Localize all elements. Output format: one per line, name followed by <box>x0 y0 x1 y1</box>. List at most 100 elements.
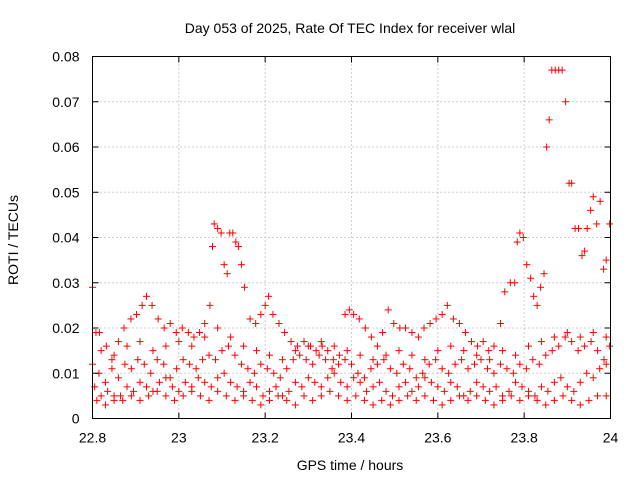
data-point <box>533 396 541 404</box>
data-point <box>207 383 215 391</box>
data-point <box>229 229 237 237</box>
data-point <box>434 347 442 355</box>
data-point <box>199 356 207 364</box>
data-point <box>149 347 157 355</box>
data-point <box>222 392 230 400</box>
data-point <box>95 329 103 337</box>
data-point <box>426 319 434 327</box>
data-point <box>108 356 116 364</box>
data-point <box>217 229 225 237</box>
data-point <box>412 374 420 382</box>
data-point <box>414 333 422 341</box>
data-point <box>384 306 392 314</box>
x-tick-label: 23.4 <box>338 430 365 446</box>
data-point <box>123 342 131 350</box>
data-point <box>269 310 277 318</box>
data-point <box>581 342 589 350</box>
data-point <box>341 356 349 364</box>
data-point <box>186 360 194 368</box>
data-point <box>568 338 576 346</box>
data-point <box>490 342 498 350</box>
data-point <box>214 374 222 382</box>
data-point <box>555 342 563 350</box>
data-point <box>270 369 278 377</box>
data-point <box>147 369 155 377</box>
data-point <box>464 396 472 404</box>
data-point <box>315 351 323 359</box>
data-point <box>507 392 515 400</box>
data-point <box>97 392 105 400</box>
data-point <box>367 365 375 373</box>
data-point <box>166 319 174 327</box>
data-point <box>432 315 440 323</box>
data-point <box>503 365 511 373</box>
x-tick-label: 22.8 <box>79 430 106 446</box>
data-point <box>127 392 135 400</box>
data-point <box>527 274 535 282</box>
data-point <box>201 333 209 341</box>
data-point <box>544 387 552 395</box>
data-point <box>102 342 110 350</box>
data-point <box>101 378 109 386</box>
data-point <box>206 301 214 309</box>
data-point <box>294 342 302 350</box>
data-point <box>485 347 493 355</box>
data-point <box>265 351 273 359</box>
data-point <box>550 378 558 386</box>
data-point <box>326 387 334 395</box>
data-point <box>309 396 317 404</box>
y-axis: 0 0.01 0.02 0.03 0.04 0.05 0.06 0.07 0.08 <box>52 49 611 427</box>
data-point <box>155 378 163 386</box>
data-point <box>231 351 239 359</box>
data-point <box>550 333 558 341</box>
data-point <box>160 360 168 368</box>
data-point <box>401 324 409 332</box>
data-point <box>477 356 485 364</box>
data-point <box>369 383 377 391</box>
data-point <box>234 243 242 251</box>
data-point <box>252 319 260 327</box>
data-point <box>420 324 428 332</box>
data-point <box>486 387 494 395</box>
data-point <box>104 387 112 395</box>
data-point <box>531 392 539 400</box>
y-tick-label: 0.02 <box>52 320 79 336</box>
data-point <box>461 329 469 337</box>
data-point <box>382 351 390 359</box>
data-point <box>380 356 388 364</box>
data-point <box>404 392 412 400</box>
data-point <box>168 383 176 391</box>
data-point <box>568 179 576 187</box>
data-point <box>120 324 128 332</box>
data-point <box>330 342 338 350</box>
data-point <box>160 324 168 332</box>
data-point <box>259 392 267 400</box>
data-point <box>341 310 349 318</box>
data-point <box>190 333 198 341</box>
data-point <box>162 374 170 382</box>
data-point <box>304 374 312 382</box>
data-point <box>594 392 602 400</box>
data-point <box>291 378 299 386</box>
data-point <box>438 310 446 318</box>
data-point <box>425 360 433 368</box>
x-tick-label: 24 <box>603 430 619 446</box>
data-point <box>246 315 254 323</box>
data-point <box>253 347 261 355</box>
data-point <box>490 369 498 377</box>
data-point <box>93 396 101 404</box>
data-point <box>361 324 369 332</box>
data-point <box>438 365 446 373</box>
data-point <box>602 392 610 400</box>
data-point <box>300 392 308 400</box>
data-point <box>291 401 299 409</box>
data-point <box>486 356 494 364</box>
data-point <box>220 261 228 269</box>
data-point <box>171 396 179 404</box>
data-point <box>196 392 204 400</box>
data-point <box>479 383 487 391</box>
data-point <box>274 392 282 400</box>
data-point <box>522 365 530 373</box>
data-point <box>261 301 269 309</box>
